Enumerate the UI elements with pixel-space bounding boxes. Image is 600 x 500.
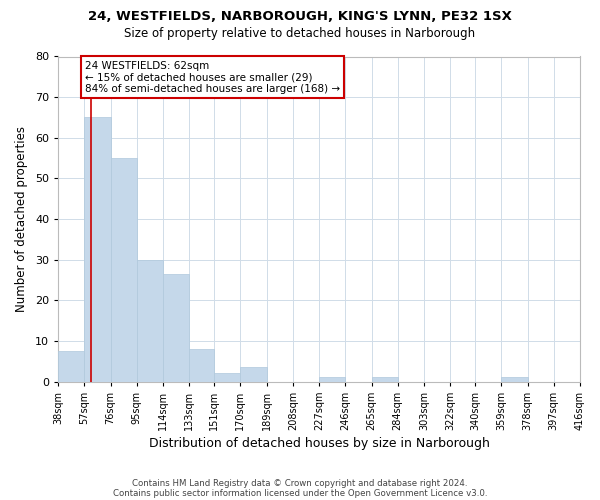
Text: 24, WESTFIELDS, NARBOROUGH, KING'S LYNN, PE32 1SX: 24, WESTFIELDS, NARBOROUGH, KING'S LYNN,… — [88, 10, 512, 23]
Bar — [110, 158, 137, 382]
Bar — [189, 349, 214, 382]
Bar — [502, 378, 527, 382]
Bar — [319, 378, 345, 382]
Bar — [137, 260, 163, 382]
X-axis label: Distribution of detached houses by size in Narborough: Distribution of detached houses by size … — [149, 437, 490, 450]
Bar — [241, 368, 266, 382]
Bar — [163, 274, 189, 382]
Text: Size of property relative to detached houses in Narborough: Size of property relative to detached ho… — [124, 28, 476, 40]
Text: 24 WESTFIELDS: 62sqm
← 15% of detached houses are smaller (29)
84% of semi-detac: 24 WESTFIELDS: 62sqm ← 15% of detached h… — [85, 60, 340, 94]
Bar — [58, 351, 85, 382]
Text: Contains public sector information licensed under the Open Government Licence v3: Contains public sector information licen… — [113, 488, 487, 498]
Text: Contains HM Land Registry data © Crown copyright and database right 2024.: Contains HM Land Registry data © Crown c… — [132, 478, 468, 488]
Y-axis label: Number of detached properties: Number of detached properties — [15, 126, 28, 312]
Bar — [85, 118, 110, 382]
Bar — [371, 378, 398, 382]
Bar — [214, 374, 241, 382]
